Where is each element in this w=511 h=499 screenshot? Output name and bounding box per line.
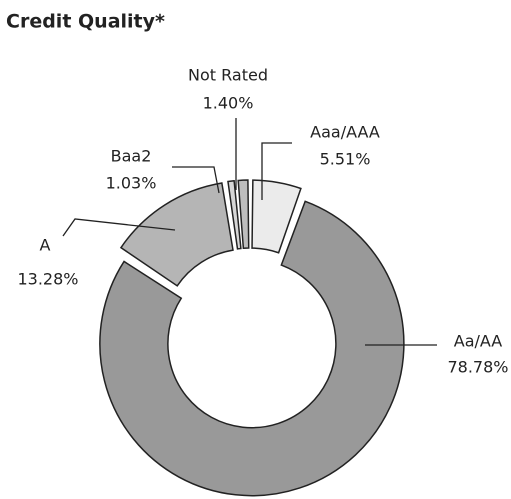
slice-value: 5.51% xyxy=(320,150,371,169)
slice-value: 13.28% xyxy=(17,270,78,289)
slice-label: Aa/AA xyxy=(454,332,503,351)
donut-slice xyxy=(119,182,234,287)
slice-value: 1.03% xyxy=(106,174,157,193)
slice-value: 78.78% xyxy=(447,358,508,377)
slice-label: Baa2 xyxy=(111,147,152,166)
slice-label: Not Rated xyxy=(188,66,268,85)
leader-line xyxy=(172,166,220,194)
leader-line xyxy=(261,142,292,200)
chart-title: Credit Quality* xyxy=(6,11,165,33)
donut-slice xyxy=(251,179,302,254)
slice-label: Aaa/AAA xyxy=(310,123,380,142)
donut-slice xyxy=(227,179,242,250)
donut-slice xyxy=(99,200,405,497)
leader-line xyxy=(62,218,176,237)
slice-label: A xyxy=(40,236,51,255)
slice-value: 1.40% xyxy=(203,94,254,113)
donut-slice xyxy=(237,179,250,250)
